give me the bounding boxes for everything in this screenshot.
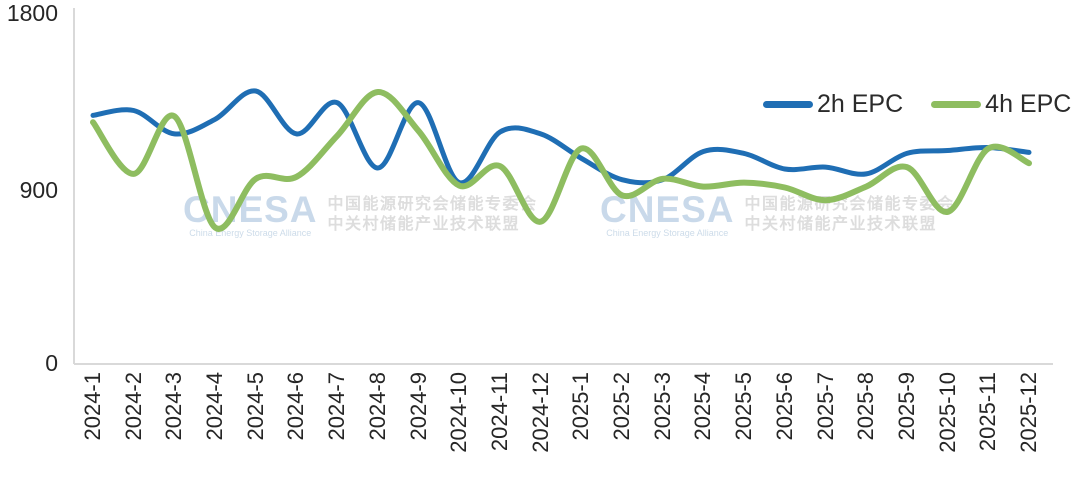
series-line-4h-epc (90, 89, 1032, 232)
cnesa-cn-line1: 中国能源研究会储能专委会 (744, 196, 955, 213)
y-axis-tick-900: 900 (19, 177, 58, 203)
legend-swatch-2h-epc (763, 101, 813, 108)
cnesa-logo-subtitle: China Energy Storage Alliance (606, 228, 729, 238)
cnesa-cn-line1: 中国能源研究会储能专委会 (327, 196, 538, 213)
legend-label-4h-epc: 4h EPC (985, 90, 1072, 118)
watermark-cnesa-left: CNESA China Energy Storage Alliance 中国能源… (183, 191, 538, 238)
legend: 2h EPC 4h EPC (763, 90, 1071, 119)
y-axis-tick-1800: 1800 (6, 0, 58, 26)
y-axis-tick-0: 0 (45, 350, 58, 376)
legend-label-2h-epc: 2h EPC (817, 90, 904, 118)
cnesa-logo-subtitle: China Energy Storage Alliance (189, 228, 312, 238)
series-line-2h-epc (90, 88, 1032, 186)
legend-entry-2h-epc: 2h EPC (763, 90, 903, 119)
cnesa-cn-line2: 中关村储能产业技术联盟 (327, 216, 521, 233)
cnesa-cn-line2: 中关村储能产业技术联盟 (744, 216, 938, 233)
legend-entry-4h-epc: 4h EPC (931, 90, 1071, 119)
legend-swatch-4h-epc (931, 101, 982, 108)
cnesa-cn-text: 中国能源研究会储能专委会 中关村储能产业技术联盟 (745, 193, 955, 234)
watermark-cnesa-right: CNESA China Energy Storage Alliance 中国能源… (600, 191, 955, 238)
cnesa-cn-text: 中国能源研究会储能专委会 中关村储能产业技术联盟 (328, 193, 538, 234)
